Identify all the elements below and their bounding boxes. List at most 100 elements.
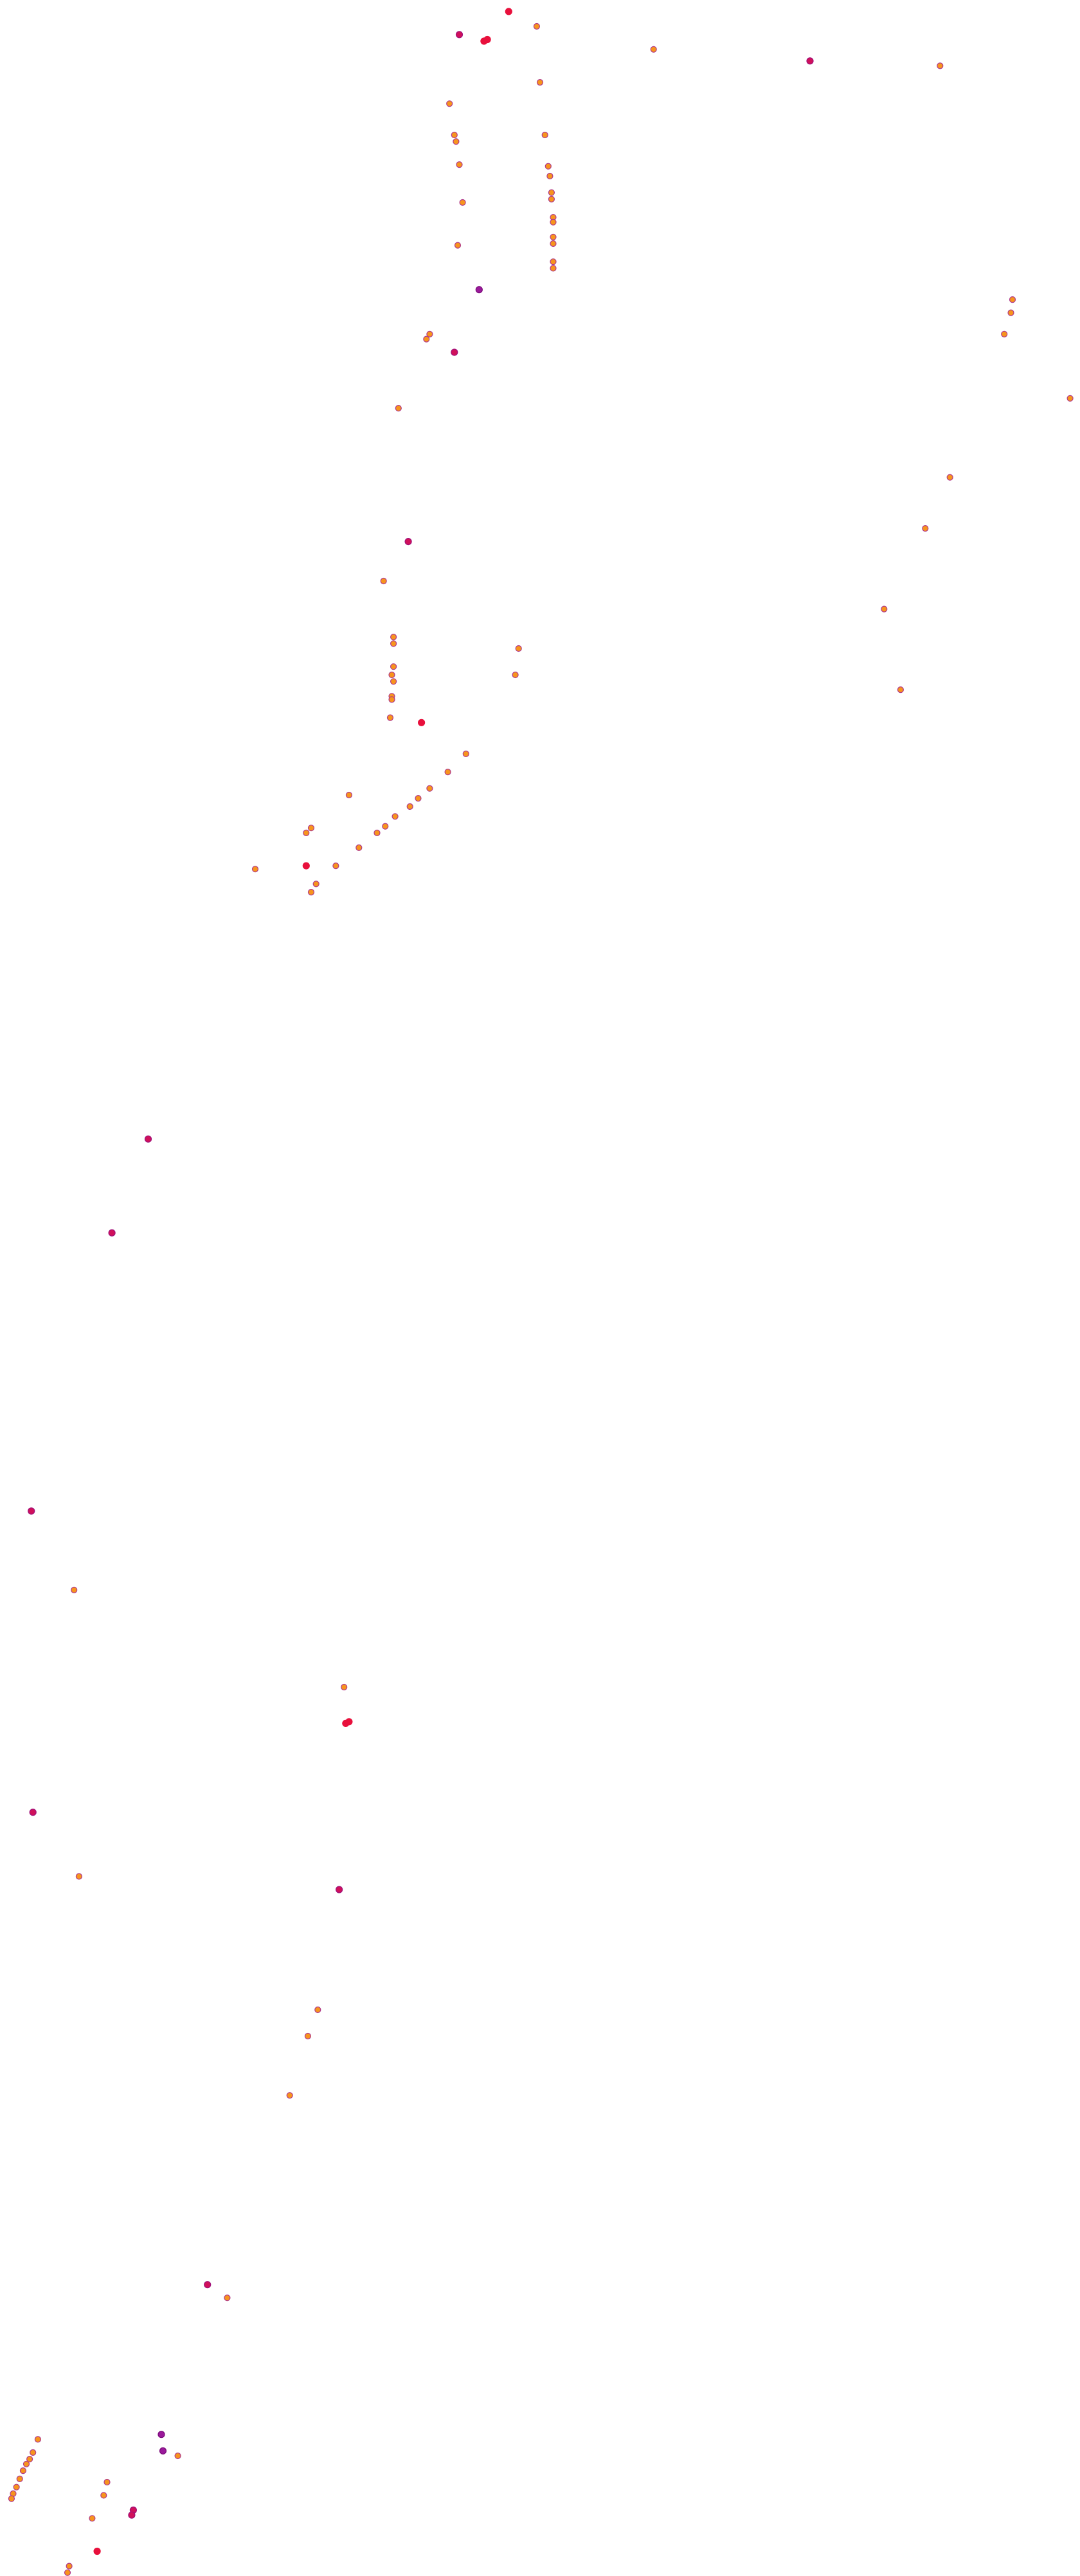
map-point — [475, 286, 483, 294]
map-point — [417, 719, 426, 726]
map-point — [71, 1586, 78, 1593]
map-point — [108, 1229, 116, 1237]
map-point — [314, 2006, 321, 2014]
map-point — [459, 199, 466, 206]
map-point — [302, 862, 310, 870]
map-point — [100, 2492, 107, 2499]
map-point — [544, 163, 552, 170]
map-point — [462, 750, 469, 758]
map-point — [374, 829, 381, 837]
map-point — [356, 844, 363, 852]
map-point — [332, 862, 339, 870]
map-point — [392, 813, 399, 820]
map-point — [386, 714, 394, 721]
map-point — [104, 2478, 111, 2486]
map-point — [550, 258, 557, 265]
map-point — [174, 2452, 181, 2460]
map-point — [451, 131, 458, 139]
map-point — [536, 79, 544, 86]
map-point — [390, 678, 397, 685]
map-point — [307, 825, 315, 832]
map-point — [307, 888, 315, 896]
map-point — [451, 348, 458, 356]
map-point — [550, 265, 557, 272]
map-point — [650, 46, 657, 53]
map-point — [224, 2294, 231, 2302]
map-point — [335, 1886, 343, 1893]
map-point — [382, 823, 389, 830]
map-point — [93, 2547, 101, 2555]
map-point — [453, 138, 460, 145]
map-point — [89, 2515, 96, 2522]
map-point — [505, 8, 512, 15]
map-point — [515, 645, 522, 652]
map-point — [144, 1135, 152, 1143]
map-point — [16, 2475, 23, 2482]
map-point — [66, 2563, 73, 2570]
map-point — [946, 474, 953, 481]
map-point — [1009, 296, 1016, 303]
map-point — [345, 1718, 353, 1726]
map-point — [390, 633, 397, 641]
map-point — [922, 524, 929, 532]
map-point — [937, 62, 944, 69]
map-point — [426, 785, 433, 792]
map-point — [404, 537, 412, 546]
map-point — [455, 31, 464, 39]
map-point — [415, 794, 422, 802]
map-point — [512, 671, 519, 679]
map-point — [380, 577, 387, 585]
map-point — [897, 686, 905, 693]
map-point — [128, 2511, 136, 2519]
map-point — [158, 2431, 165, 2438]
map-point — [426, 330, 433, 338]
map-point — [8, 2495, 15, 2502]
map-point — [30, 2449, 37, 2456]
map-point — [881, 605, 888, 613]
map-point — [550, 240, 557, 247]
map-point — [550, 219, 557, 226]
map-point — [806, 57, 814, 65]
map-point — [406, 803, 413, 810]
map-point — [423, 335, 430, 343]
map-point — [446, 100, 453, 107]
map-point — [345, 791, 353, 799]
map-point — [303, 829, 310, 837]
map-point — [1001, 330, 1008, 338]
map-point — [390, 663, 397, 670]
map-point — [454, 242, 462, 249]
map-point — [29, 1809, 37, 1816]
map-point — [388, 696, 395, 703]
map-point — [1066, 395, 1074, 402]
map-point — [388, 671, 395, 679]
map-point — [548, 195, 555, 202]
map-point — [390, 640, 397, 647]
map-point — [75, 1873, 83, 1880]
map-point — [548, 189, 555, 196]
map-point — [395, 404, 402, 412]
map-point — [204, 2281, 212, 2289]
map-point — [304, 2032, 311, 2040]
map-point — [456, 161, 463, 168]
map-point — [546, 172, 554, 180]
map-point — [64, 2569, 71, 2576]
map-point — [251, 866, 259, 873]
map-point — [312, 881, 320, 888]
map-point — [159, 2447, 167, 2455]
map-point — [19, 2467, 27, 2474]
map-point — [34, 2436, 42, 2443]
map-point — [26, 2456, 33, 2463]
map-point — [341, 1683, 348, 1691]
map-point — [286, 2092, 293, 2099]
map-point — [533, 22, 541, 30]
map-point — [541, 131, 548, 139]
map-point — [28, 1507, 35, 1515]
map-point — [13, 2483, 20, 2491]
map-point — [550, 233, 557, 240]
map-point — [444, 768, 451, 776]
map-point — [480, 37, 488, 45]
map-point — [22, 2460, 30, 2467]
